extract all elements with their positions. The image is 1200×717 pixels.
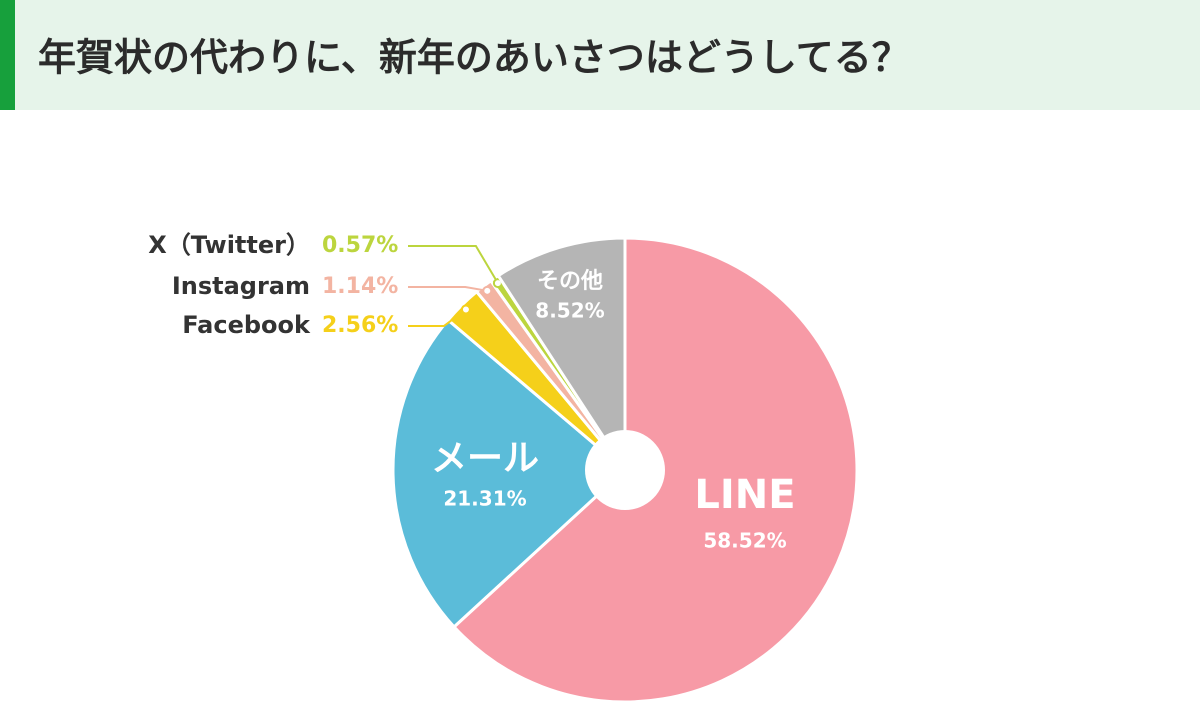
slice-label: メール: [431, 438, 539, 479]
chart-title: 年賀状の代わりに、新年のあいさつはどうしてる？: [38, 36, 910, 80]
leader-dot: [460, 304, 471, 315]
header-accent: [0, 0, 15, 110]
pie-slice: [496, 236, 627, 476]
slice-label: LINE: [694, 472, 795, 518]
value-label: 8.52%: [535, 299, 604, 323]
value-label: 21.31%: [443, 487, 526, 511]
value-label: 58.52%: [703, 529, 786, 553]
value-label: 0.57%: [322, 233, 398, 258]
header-band: [0, 0, 1200, 110]
slice-label: Facebook: [182, 311, 311, 339]
slice-label: X（Twitter）: [148, 231, 310, 259]
slice-label: Instagram: [172, 272, 310, 300]
leader-line: [408, 286, 488, 292]
leader-line: [408, 245, 499, 284]
slice-label: その他: [537, 269, 603, 294]
leader-line: [408, 308, 467, 327]
pie-slice: [391, 317, 628, 629]
value-label: 2.56%: [322, 313, 398, 338]
pie-hole: [585, 430, 665, 510]
value-label: 1.14%: [322, 274, 398, 299]
leader-dot: [482, 285, 493, 296]
